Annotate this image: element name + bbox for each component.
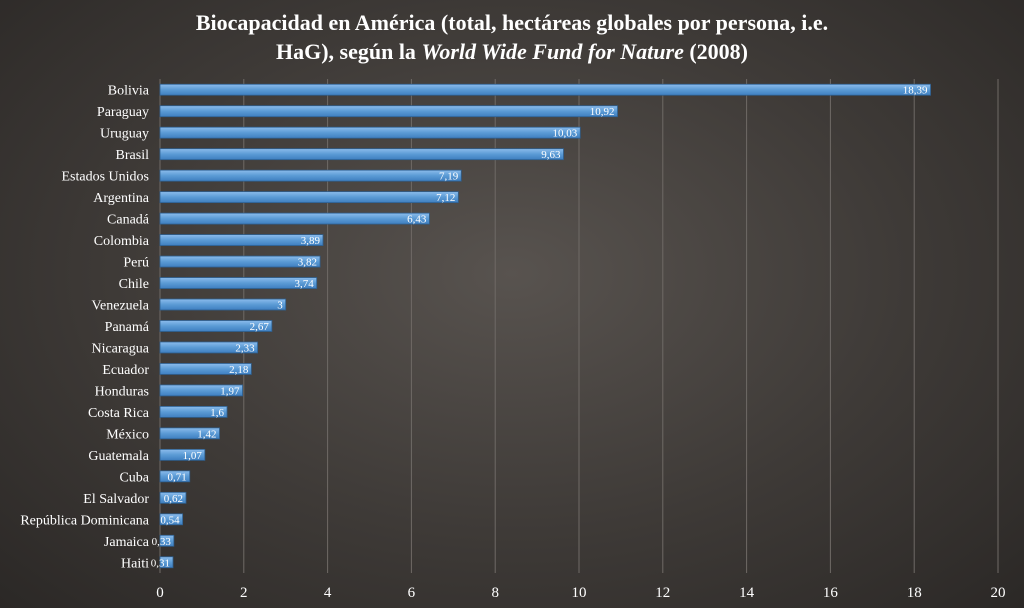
x-tick-label: 0 bbox=[156, 585, 164, 601]
data-label: 2,67 bbox=[250, 321, 270, 333]
category-label: México bbox=[106, 427, 149, 442]
data-label: 18,39 bbox=[903, 85, 928, 97]
data-label: 1,6 bbox=[210, 407, 224, 419]
bar bbox=[159, 491, 187, 504]
category-label: Venezuela bbox=[91, 299, 149, 314]
data-label: 1,97 bbox=[220, 385, 240, 397]
bar bbox=[159, 148, 564, 161]
data-label: 1,07 bbox=[183, 450, 203, 462]
category-label: Cuba bbox=[119, 470, 149, 485]
category-label: Chile bbox=[119, 277, 149, 292]
bar bbox=[159, 470, 191, 483]
category-label: Honduras bbox=[95, 384, 149, 399]
bar bbox=[159, 363, 252, 375]
x-tick-label: 18 bbox=[907, 585, 922, 601]
bar bbox=[159, 277, 318, 289]
bar bbox=[159, 105, 618, 118]
title-italic: World Wide Fund for Nature bbox=[421, 39, 684, 64]
bar bbox=[159, 534, 175, 547]
category-label: Ecuador bbox=[102, 363, 149, 378]
category-label: República Dominicana bbox=[20, 513, 149, 528]
category-label: Costa Rica bbox=[88, 406, 150, 421]
category-label: Brasil bbox=[116, 148, 150, 163]
x-tick-label: 6 bbox=[408, 585, 416, 601]
data-label: 10,92 bbox=[590, 106, 615, 118]
data-label: 6,43 bbox=[407, 214, 427, 226]
data-label: 7,19 bbox=[439, 171, 459, 183]
category-label: Canadá bbox=[107, 213, 150, 228]
data-label: 2,33 bbox=[235, 342, 255, 354]
category-label: Paraguay bbox=[97, 105, 149, 120]
bar bbox=[159, 341, 259, 354]
bar bbox=[159, 448, 206, 461]
data-label: 0,31 bbox=[151, 557, 170, 569]
bar bbox=[159, 556, 174, 569]
category-label: Perú bbox=[123, 256, 149, 271]
data-label: 9,63 bbox=[541, 149, 561, 161]
title-line-1: Biocapacidad en América (total, hectárea… bbox=[195, 10, 829, 35]
data-label: 0,71 bbox=[167, 471, 186, 483]
data-label: 10,03 bbox=[553, 128, 578, 140]
bar bbox=[159, 83, 931, 96]
category-label: Bolivia bbox=[108, 84, 150, 99]
x-tick-label: 2 bbox=[240, 585, 248, 601]
bar bbox=[159, 384, 243, 397]
bar bbox=[159, 234, 324, 246]
chart-title: Biocapacidad en América (total, hectárea… bbox=[0, 8, 1024, 66]
data-label: 3 bbox=[277, 300, 283, 312]
data-label: 2,18 bbox=[229, 364, 249, 376]
category-label: Jamaica bbox=[104, 535, 150, 550]
x-tick-label: 20 bbox=[991, 585, 1006, 601]
category-label: Estados Unidos bbox=[62, 170, 150, 185]
bar bbox=[159, 169, 462, 182]
bar bbox=[159, 406, 228, 418]
bar bbox=[159, 255, 321, 268]
x-tick-label: 12 bbox=[655, 585, 670, 601]
bar bbox=[159, 191, 459, 204]
bar bbox=[159, 320, 273, 332]
x-tick-label: 16 bbox=[823, 585, 839, 601]
category-label: Argentina bbox=[93, 191, 150, 206]
data-label: 7,12 bbox=[436, 192, 455, 204]
category-label: Guatemala bbox=[88, 449, 149, 464]
x-tick-label: 8 bbox=[491, 585, 499, 601]
category-label: El Salvador bbox=[83, 492, 149, 507]
bar bbox=[159, 427, 220, 440]
title-line-2-end: (2008) bbox=[683, 39, 749, 64]
title-line-2-start: HaG), según la bbox=[275, 39, 422, 64]
x-tick-label: 14 bbox=[739, 585, 755, 601]
data-label: 3,82 bbox=[298, 257, 317, 269]
bar bbox=[159, 513, 184, 526]
category-label: Nicaragua bbox=[91, 341, 149, 356]
data-label: 0,62 bbox=[164, 493, 183, 505]
x-tick-label: 10 bbox=[572, 585, 587, 601]
category-label: Uruguay bbox=[100, 127, 149, 142]
category-label: Haiti bbox=[121, 556, 149, 571]
data-label: 3,89 bbox=[301, 235, 321, 247]
bar bbox=[159, 298, 287, 311]
data-label: 0,33 bbox=[152, 536, 172, 548]
data-label: 3,74 bbox=[294, 278, 314, 290]
category-label: Colombia bbox=[94, 234, 150, 249]
category-label: Panamá bbox=[105, 320, 150, 335]
bar bbox=[159, 212, 430, 225]
x-tick-label: 4 bbox=[324, 585, 332, 601]
data-label: 0,54 bbox=[160, 514, 180, 526]
bar bbox=[159, 126, 581, 139]
data-label: 1,42 bbox=[197, 428, 216, 440]
